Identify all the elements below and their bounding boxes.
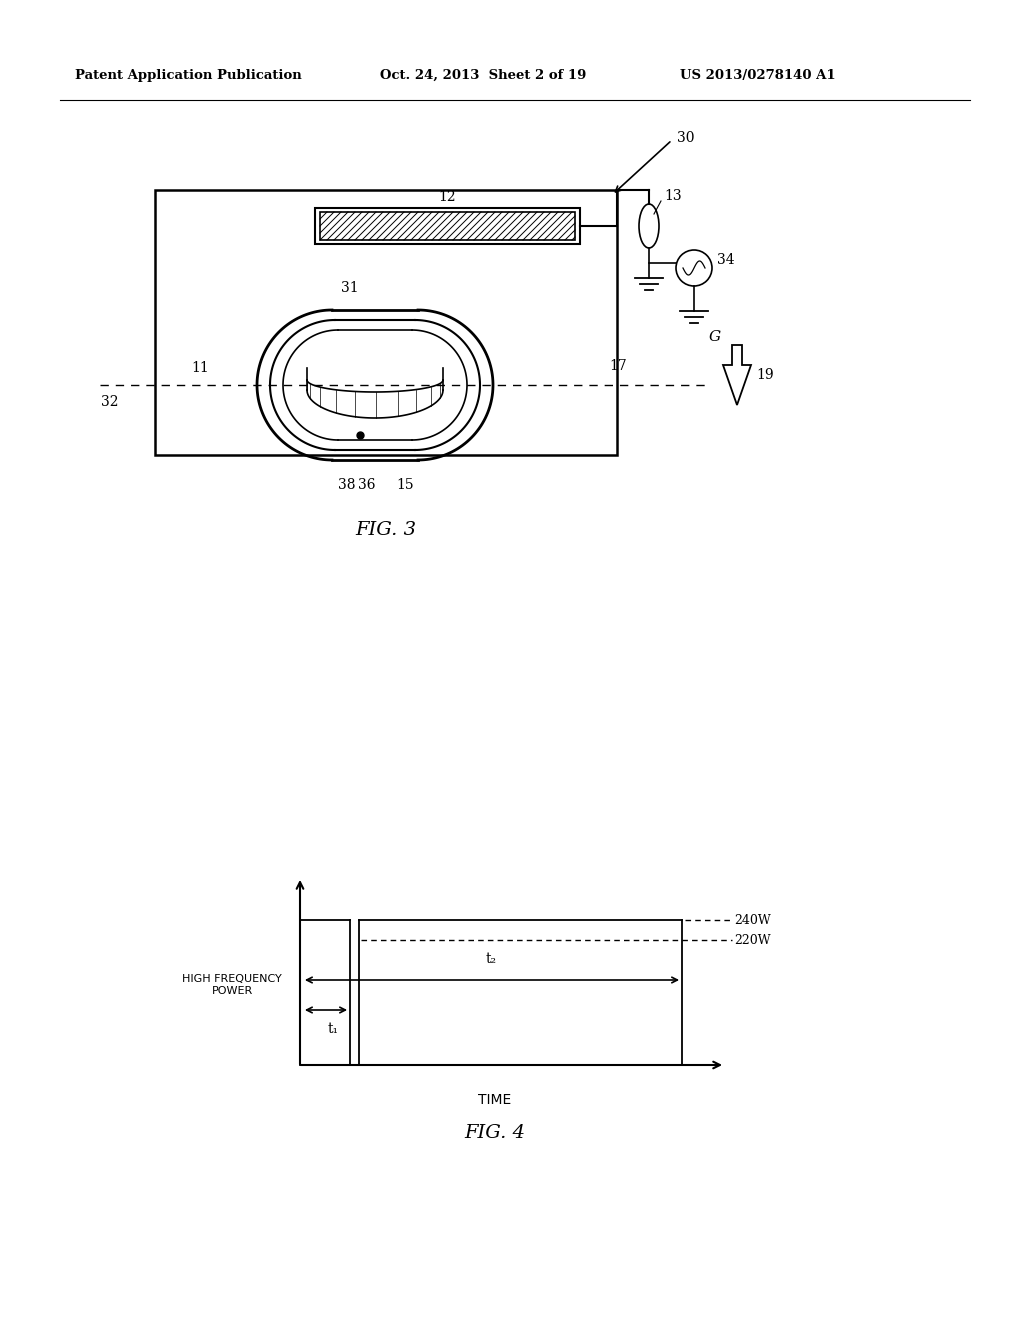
Text: G: G: [709, 330, 721, 345]
Text: Oct. 24, 2013  Sheet 2 of 19: Oct. 24, 2013 Sheet 2 of 19: [380, 69, 587, 82]
Text: t₂: t₂: [485, 952, 497, 966]
Bar: [319, 213, 575, 240]
Text: 36: 36: [358, 478, 376, 492]
Text: 38: 38: [338, 478, 355, 492]
Text: TIME: TIME: [478, 1093, 512, 1107]
Text: 31: 31: [341, 281, 358, 294]
Text: 15: 15: [396, 478, 414, 492]
Text: 12: 12: [438, 190, 456, 205]
Text: 19: 19: [756, 368, 773, 381]
Text: 11: 11: [191, 360, 209, 375]
Text: HIGH FREQUENCY
POWER: HIGH FREQUENCY POWER: [182, 974, 282, 995]
Text: 13: 13: [664, 189, 682, 203]
Bar: [315, 209, 580, 244]
Text: 17: 17: [609, 359, 627, 374]
Text: FIG. 3: FIG. 3: [355, 521, 417, 539]
Text: Patent Application Publication: Patent Application Publication: [75, 69, 302, 82]
Text: 240W: 240W: [734, 913, 771, 927]
Text: t₁: t₁: [328, 1022, 339, 1036]
Text: US 2013/0278140 A1: US 2013/0278140 A1: [680, 69, 836, 82]
Text: 34: 34: [717, 253, 734, 267]
Text: 32: 32: [101, 395, 119, 409]
Text: FIG. 4: FIG. 4: [465, 1125, 525, 1142]
Text: 30: 30: [677, 131, 694, 145]
Text: 220W: 220W: [734, 933, 771, 946]
